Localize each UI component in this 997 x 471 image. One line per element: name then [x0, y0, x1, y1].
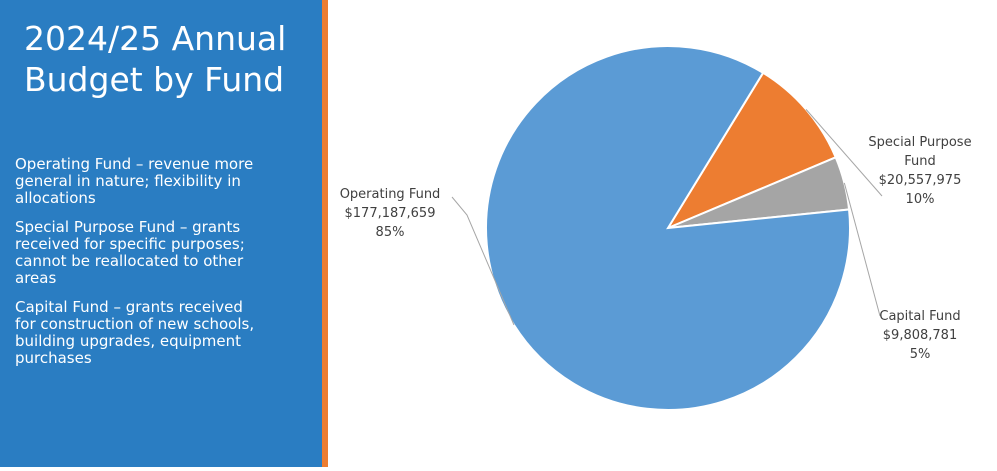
operating-fund-description: Operating Fund – revenue more general in… [15, 156, 315, 207]
slice-value-label: $9,808,781 [883, 328, 957, 343]
desc-line: allocations [15, 189, 96, 207]
desc-line: for construction of new schools, [15, 315, 255, 333]
desc-line: Capital Fund – grants received [15, 298, 243, 316]
desc-line: building upgrades, equipment [15, 332, 242, 350]
desc-line: purchases [15, 349, 92, 367]
pie-chart-svg: Operating Fund $177,187,659 85% Special Pur… [340, 45, 972, 411]
slice-label: Capital Fund [879, 309, 960, 324]
accent-bar [322, 0, 328, 467]
slice-value-label: $20,557,975 [879, 173, 962, 188]
leader-line [805, 109, 883, 197]
desc-line: Special Purpose Fund – grants [15, 218, 241, 236]
pie-slice-special-purpose-fund [665, 71, 838, 231]
slice-label: Operating Fund [340, 187, 441, 202]
fund-descriptions: Operating Fund – revenue more general in… [15, 156, 315, 379]
desc-line: cannot be reallocated to other [15, 252, 244, 270]
desc-line: areas [15, 269, 57, 287]
slide-title: 2024/25 Annual Budget by Fund [24, 18, 314, 100]
capital-fund-description: Capital Fund – grants received for const… [15, 299, 315, 367]
slice-percent-label: 5% [910, 347, 931, 362]
slice-percent-label: 85% [376, 225, 405, 240]
slice-label: Fund [904, 154, 936, 169]
desc-line: general in nature; flexibility in [15, 172, 241, 190]
left-panel: 2024/25 Annual Budget by Fund Operating … [0, 0, 322, 467]
title-line-1: 2024/25 Annual [24, 19, 287, 58]
desc-line: Operating Fund – revenue more [15, 155, 254, 173]
slice-percent-label: 10% [906, 192, 935, 207]
slice-label: Special Purpose [868, 135, 971, 150]
fund-pie-chart: Operating Fund $177,187,659 85% Special Pur… [330, 0, 997, 467]
leader-line [451, 196, 515, 326]
special-purpose-fund-description: Special Purpose Fund – grants received f… [15, 219, 315, 287]
slice-value-label: $177,187,659 [345, 206, 436, 221]
title-line-2: Budget by Fund [24, 60, 285, 99]
leader-line [843, 182, 881, 317]
desc-line: received for specific purposes; [15, 235, 245, 253]
